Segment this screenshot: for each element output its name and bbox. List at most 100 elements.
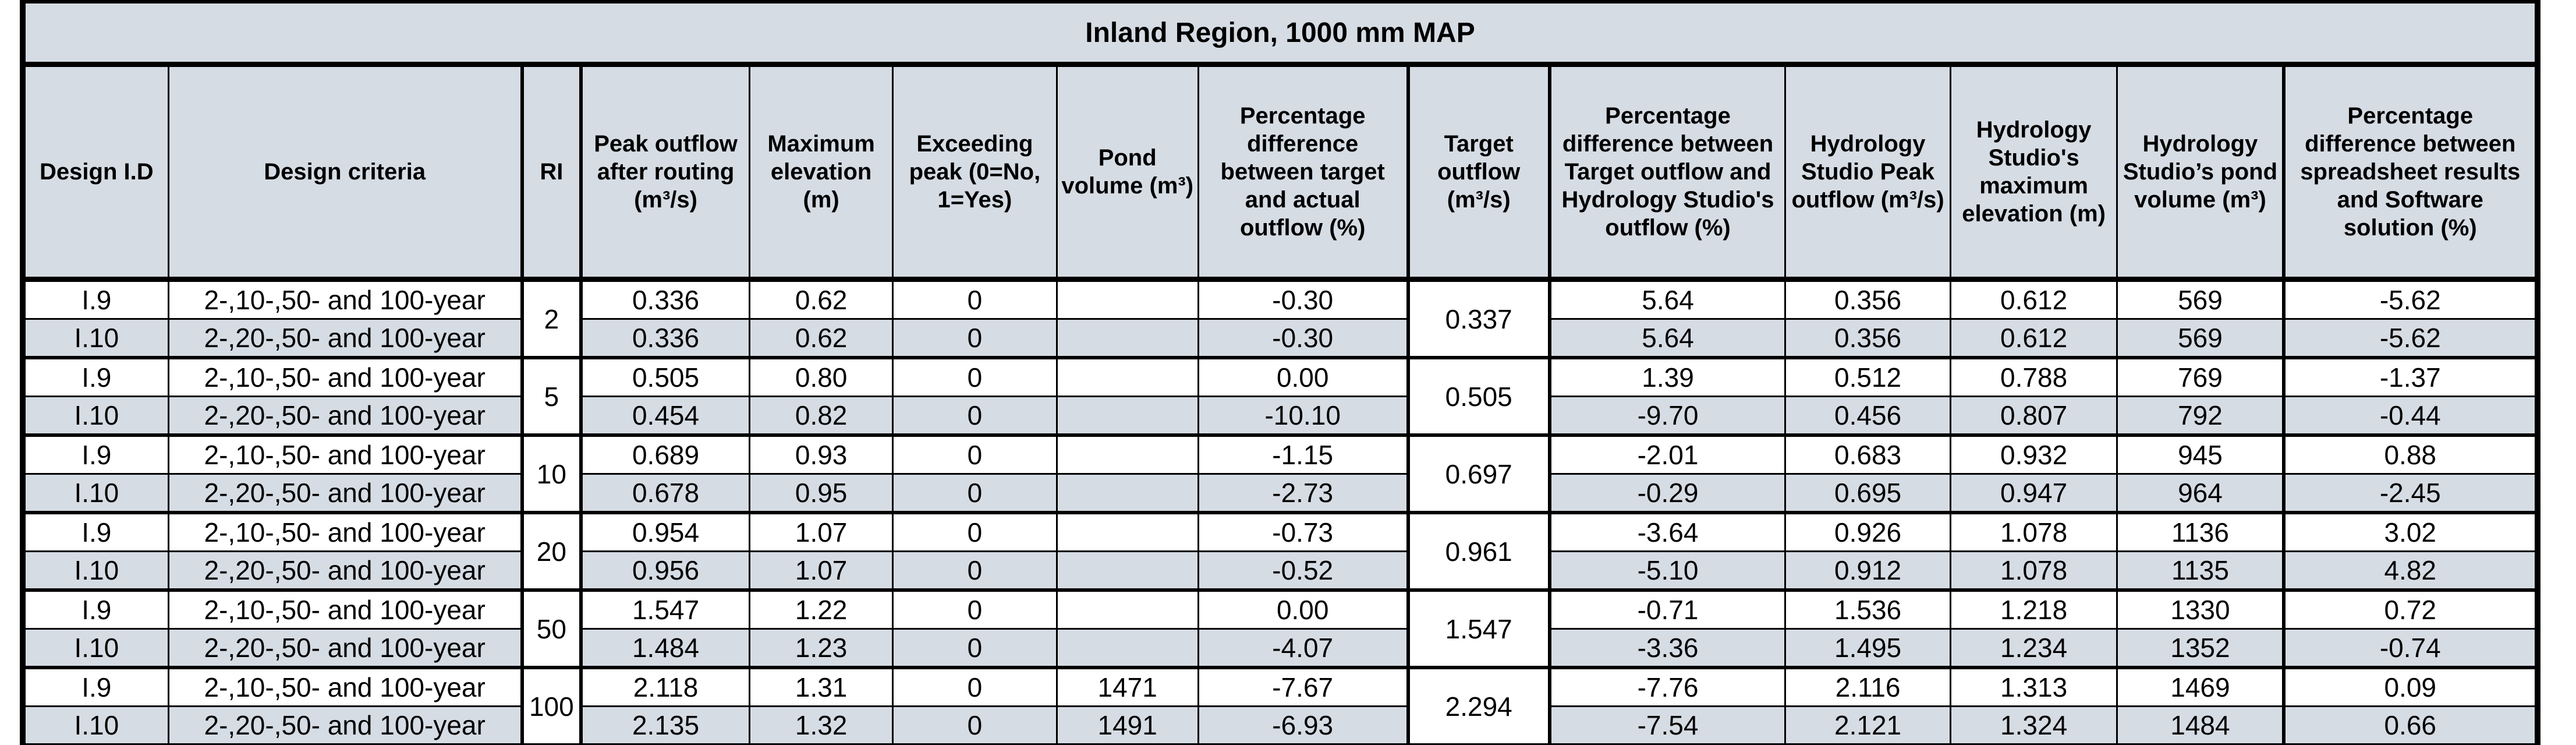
cell-design-id: I.9 [19, 511, 169, 552]
cell-max-elevation: 0.62 [749, 318, 894, 359]
cell-hs-peak-outflow: 0.512 [1784, 356, 1951, 397]
col-header-design-criteria: Design criteria [167, 63, 523, 282]
table-row: I.9 2-,10-,50- and 100-year 50 1.547 1.2… [19, 588, 2540, 669]
cell-hs-max-elevation: 0.788 [1949, 356, 2118, 397]
table-row: I.9 2-,10-,50- and 100-year 10 0.689 0.9… [19, 433, 2540, 514]
cell-pct-target-hs: 5.64 [1549, 277, 1787, 320]
table-row: I.10 2-,20-,50- and 100-year 0.956 1.07 … [19, 550, 2540, 591]
col-header-pct-target-actual: Percentage difference between target and… [1197, 63, 1409, 282]
cell-pct-sheet-software: 0.09 [2282, 666, 2540, 707]
cell-hs-max-elevation: 1.078 [1949, 550, 2118, 591]
cell-pct-sheet-software: -0.74 [2282, 628, 2540, 669]
table-row: I.9 2-,10-,50- and 100-year 100 2.118 1.… [19, 666, 2540, 745]
cell-pct-sheet-software: -5.62 [2282, 318, 2540, 359]
cell-design-criteria: 2-,20-,50- and 100-year [167, 396, 523, 436]
cell-hs-pond-volume: 1330 [2116, 588, 2285, 630]
cell-hs-pond-volume: 569 [2116, 277, 2285, 320]
cell-pond-volume [1055, 433, 1199, 475]
cell-hs-peak-outflow: 0.356 [1784, 318, 1951, 359]
cell-pond-volume [1055, 473, 1199, 514]
col-header-peak-outflow: Peak outflow after routing (m³/s) [580, 63, 751, 282]
cell-hs-max-elevation: 0.807 [1949, 396, 2118, 436]
cell-peak-outflow: 0.336 [580, 318, 751, 359]
cell-exceeding-peak: 0 [892, 628, 1058, 669]
cell-peak-outflow: 0.454 [580, 396, 751, 436]
cell-pond-volume [1055, 628, 1199, 669]
cell-pct-target-actual: -0.52 [1197, 550, 1409, 591]
cell-peak-outflow: 0.678 [580, 473, 751, 514]
cell-design-criteria: 2-,10-,50- and 100-year [167, 277, 523, 320]
cell-design-id: I.10 [19, 318, 169, 359]
cell-pct-sheet-software: 3.02 [2282, 511, 2540, 552]
cell-exceeding-peak: 0 [892, 473, 1058, 514]
col-header-design-id: Design I.D [19, 63, 169, 282]
cell-design-id: I.9 [19, 277, 169, 320]
cell-design-criteria: 2-,20-,50- and 100-year [167, 550, 523, 591]
cell-hs-peak-outflow: 0.695 [1784, 473, 1951, 514]
table-row: I.9 2-,10-,50- and 100-year 2 0.336 0.62… [19, 277, 2540, 359]
cell-pct-target-actual: -7.67 [1197, 666, 1409, 707]
cell-hs-max-elevation: 1.313 [1949, 666, 2118, 707]
cell-exceeding-peak: 0 [892, 666, 1058, 707]
cell-hs-pond-volume: 769 [2116, 356, 2285, 397]
cell-exceeding-peak: 0 [892, 433, 1058, 475]
header-row: Design I.D Design criteria RI Peak outfl… [19, 63, 2540, 282]
cell-pct-target-hs: -7.54 [1549, 705, 1787, 745]
cell-target-outflow: 0.337 [1406, 277, 1551, 359]
cell-exceeding-peak: 0 [892, 511, 1058, 552]
cell-exceeding-peak: 0 [892, 588, 1058, 630]
cell-pct-target-hs: -9.70 [1549, 396, 1787, 436]
cell-pct-sheet-software: -1.37 [2282, 356, 2540, 397]
table-title: Inland Region, 1000 mm MAP [20, 0, 2540, 67]
cell-pct-sheet-software: -0.44 [2282, 396, 2540, 436]
col-header-max-elevation: Maximum elevation (m) [749, 63, 894, 282]
cell-target-outflow: 0.697 [1406, 433, 1551, 514]
cell-design-id: I.9 [19, 666, 169, 707]
cell-pct-sheet-software: -5.62 [2282, 277, 2540, 320]
cell-design-id: I.9 [19, 433, 169, 475]
cell-peak-outflow: 2.118 [580, 666, 751, 707]
cell-design-id: I.9 [19, 588, 169, 630]
cell-hs-peak-outflow: 1.495 [1784, 628, 1951, 669]
cell-max-elevation: 1.31 [749, 666, 894, 707]
cell-exceeding-peak: 0 [892, 277, 1058, 320]
cell-max-elevation: 0.80 [749, 356, 894, 397]
cell-hs-pond-volume: 1135 [2116, 550, 2285, 591]
cell-design-criteria: 2-,20-,50- and 100-year [167, 628, 523, 669]
cell-pond-volume [1055, 511, 1199, 552]
cell-design-criteria: 2-,10-,50- and 100-year [167, 356, 523, 397]
cell-hs-max-elevation: 0.932 [1949, 433, 2118, 475]
cell-design-criteria: 2-,20-,50- and 100-year [167, 473, 523, 514]
col-header-target-outflow: Target outflow (m³/s) [1406, 63, 1551, 282]
col-header-ri: RI [520, 63, 583, 282]
cell-ri: 20 [520, 511, 583, 591]
cell-max-elevation: 1.07 [749, 550, 894, 591]
table-row: I.9 2-,10-,50- and 100-year 5 0.505 0.80… [19, 356, 2540, 436]
cell-design-criteria: 2-,10-,50- and 100-year [167, 511, 523, 552]
col-header-exceeding-peak: Exceeding peak (0=No, 1=Yes) [892, 63, 1058, 282]
cell-hs-pond-volume: 1352 [2116, 628, 2285, 669]
cell-ri: 5 [520, 356, 583, 436]
cell-pct-target-hs: -0.29 [1549, 473, 1787, 514]
cell-hs-peak-outflow: 0.912 [1784, 550, 1951, 591]
cell-hs-peak-outflow: 0.683 [1784, 433, 1951, 475]
cell-pct-target-actual: -1.15 [1197, 433, 1409, 475]
cell-pct-target-hs: -5.10 [1549, 550, 1787, 591]
table-row: I.10 2-,20-,50- and 100-year 0.336 0.62 … [19, 318, 2540, 359]
cell-pct-target-hs: -3.64 [1549, 511, 1787, 552]
cell-pct-sheet-software: 0.88 [2282, 433, 2540, 475]
cell-pct-target-hs: -0.71 [1549, 588, 1787, 630]
cell-hs-pond-volume: 792 [2116, 396, 2285, 436]
cell-hs-peak-outflow: 0.456 [1784, 396, 1951, 436]
cell-ri: 2 [520, 277, 583, 359]
cell-pct-target-actual: -0.30 [1197, 277, 1409, 320]
cell-peak-outflow: 1.547 [580, 588, 751, 630]
cell-target-outflow: 0.961 [1406, 511, 1551, 591]
cell-pond-volume [1055, 588, 1199, 630]
cell-pct-sheet-software: 4.82 [2282, 550, 2540, 591]
cell-hs-peak-outflow: 2.116 [1784, 666, 1951, 707]
cell-design-id: I.10 [19, 628, 169, 669]
cell-peak-outflow: 0.336 [580, 277, 751, 320]
cell-max-elevation: 0.93 [749, 433, 894, 475]
results-table: Inland Region, 1000 mm MAP Design I.D De… [19, 0, 2540, 745]
